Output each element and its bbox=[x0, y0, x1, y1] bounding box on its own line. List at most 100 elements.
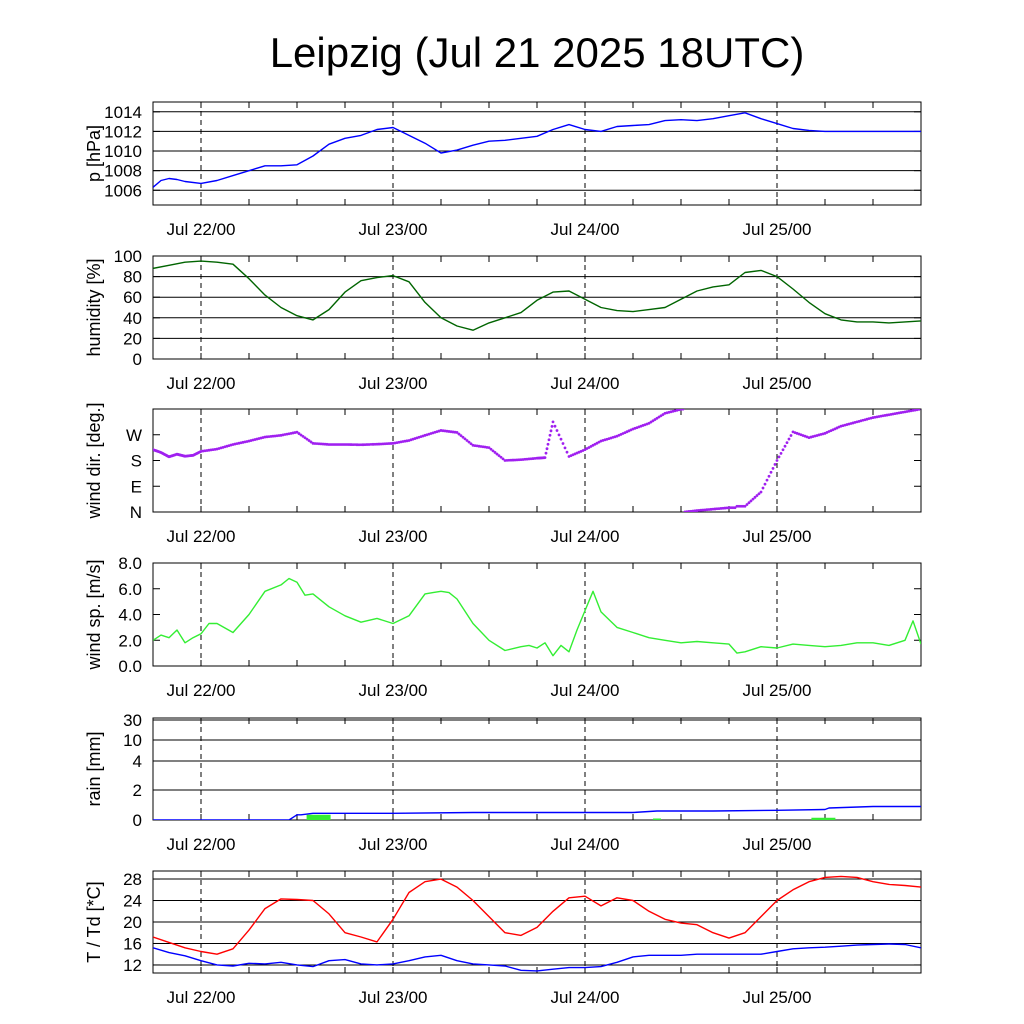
wind-direction-point bbox=[373, 442, 377, 446]
wind-speed-line bbox=[153, 577, 921, 657]
rain-bar bbox=[306, 814, 331, 820]
wind-direction-point bbox=[345, 443, 349, 446]
wind-direction-point bbox=[335, 443, 339, 446]
x-tick-label: Jul 22/00 bbox=[167, 220, 236, 239]
wind-direction-point bbox=[295, 430, 299, 434]
wind-direction-point bbox=[657, 415, 661, 419]
wind-direction-point bbox=[469, 442, 473, 446]
wind-direction-point bbox=[369, 443, 373, 446]
wind-direction-point bbox=[737, 504, 741, 508]
wind-direction-point bbox=[323, 442, 327, 446]
wind-direction-point bbox=[771, 466, 775, 470]
wind-direction-point bbox=[339, 443, 343, 446]
wind-direction-point bbox=[773, 463, 777, 466]
wind-direction-point bbox=[387, 442, 391, 445]
y-tick-label: 0 bbox=[133, 811, 142, 830]
y-tick-label: 24 bbox=[123, 892, 142, 911]
wind-direction-point bbox=[557, 433, 561, 437]
wind-direction-point bbox=[349, 443, 353, 446]
wind-direction-point bbox=[333, 443, 337, 446]
wind-direction-point bbox=[377, 442, 381, 446]
y-tick-label: 28 bbox=[123, 870, 142, 889]
x-tick-label: Jul 25/00 bbox=[743, 527, 812, 546]
y-tick-label: 2.0 bbox=[118, 631, 142, 650]
x-tick-label: Jul 24/00 bbox=[551, 374, 620, 393]
plot-frame bbox=[152, 717, 922, 821]
wind-direction-point bbox=[546, 442, 550, 446]
wind-direction-point bbox=[347, 443, 351, 446]
wind-direction-point bbox=[647, 421, 651, 425]
wind-direction-point bbox=[525, 457, 529, 461]
wind-direction-point bbox=[499, 455, 503, 459]
wind-direction-point bbox=[545, 447, 549, 451]
x-tick-label: Jul 22/00 bbox=[167, 527, 236, 546]
plot-frame bbox=[152, 562, 922, 667]
wind-direction-point bbox=[511, 458, 515, 462]
y-tick-label: 1010 bbox=[104, 142, 142, 161]
wind-direction-point bbox=[699, 508, 703, 512]
y-tick-label: 20 bbox=[123, 913, 142, 932]
wind-direction-point bbox=[329, 443, 333, 446]
x-tick-label: Jul 24/00 bbox=[551, 988, 620, 1007]
wind-direction-point bbox=[463, 437, 467, 441]
wind-direction-point bbox=[505, 458, 509, 462]
wind-direction-point bbox=[327, 443, 331, 446]
y-axis-label: humidity [%] bbox=[84, 258, 104, 356]
wind-direction-point bbox=[681, 409, 685, 411]
y-axis-label: wind dir. [deg.] bbox=[84, 402, 104, 519]
x-tick-label: Jul 23/00 bbox=[359, 220, 428, 239]
y-tick-label: 30 bbox=[123, 711, 142, 730]
wind-direction-point bbox=[715, 507, 719, 511]
wind-direction-point bbox=[355, 443, 359, 447]
wind-direction-point bbox=[729, 506, 733, 510]
wind-direction-point bbox=[311, 441, 315, 445]
wind-direction-point bbox=[659, 414, 663, 418]
wind-direction-point bbox=[381, 442, 385, 446]
y-tick-label: 80 bbox=[123, 268, 142, 287]
wind-direction-point bbox=[501, 457, 505, 461]
panel-temperature: 12 16 20 24 28 T / Td [*C] Jul 22/00 Jul 23/00 J… bbox=[84, 870, 922, 1007]
wind-direction-point bbox=[731, 506, 735, 510]
wind-direction-point bbox=[497, 454, 501, 458]
wind-direction-point bbox=[661, 413, 665, 416]
y-tick-label: 8.0 bbox=[118, 554, 142, 573]
wind-direction-point bbox=[517, 458, 521, 462]
wind-direction-point bbox=[711, 507, 715, 511]
y-tick-label: S bbox=[131, 452, 142, 471]
wind-direction-point bbox=[719, 507, 723, 510]
y-tick-label: 10 bbox=[123, 731, 142, 750]
wind-direction-point bbox=[547, 438, 551, 442]
wind-direction-point bbox=[523, 457, 527, 461]
wind-direction-point bbox=[461, 435, 465, 439]
wind-direction-point bbox=[653, 418, 657, 421]
plot-frame bbox=[152, 101, 922, 206]
wind-direction-point bbox=[493, 451, 497, 454]
wind-direction-point bbox=[455, 431, 459, 434]
wind-direction-point bbox=[301, 434, 305, 438]
x-tick-label: Jul 23/00 bbox=[359, 835, 428, 854]
wind-direction-point bbox=[561, 442, 565, 445]
wind-direction-point bbox=[513, 458, 517, 462]
wind-direction-point bbox=[755, 494, 759, 497]
wind-direction-point bbox=[365, 443, 369, 446]
wind-direction-point bbox=[779, 451, 783, 455]
wind-direction-point bbox=[751, 497, 755, 501]
x-tick-label: Jul 25/00 bbox=[743, 681, 812, 700]
wind-direction-point bbox=[313, 442, 317, 445]
x-tick-label: Jul 24/00 bbox=[551, 835, 620, 854]
wind-direction-point bbox=[341, 443, 345, 446]
wind-direction-point bbox=[495, 452, 499, 456]
y-axis-label: rain [mm] bbox=[84, 731, 104, 806]
wind-direction-point bbox=[459, 434, 463, 438]
y-tick-label: 4 bbox=[133, 752, 142, 771]
y-axis-label: wind sp. [m/s] bbox=[84, 559, 104, 670]
plot-area bbox=[153, 260, 921, 331]
wind-direction-point bbox=[307, 439, 311, 442]
wind-direction-point bbox=[315, 442, 319, 446]
y-tick-label: 12 bbox=[123, 956, 142, 975]
wind-direction-point bbox=[515, 458, 519, 462]
plot-area bbox=[153, 409, 921, 512]
